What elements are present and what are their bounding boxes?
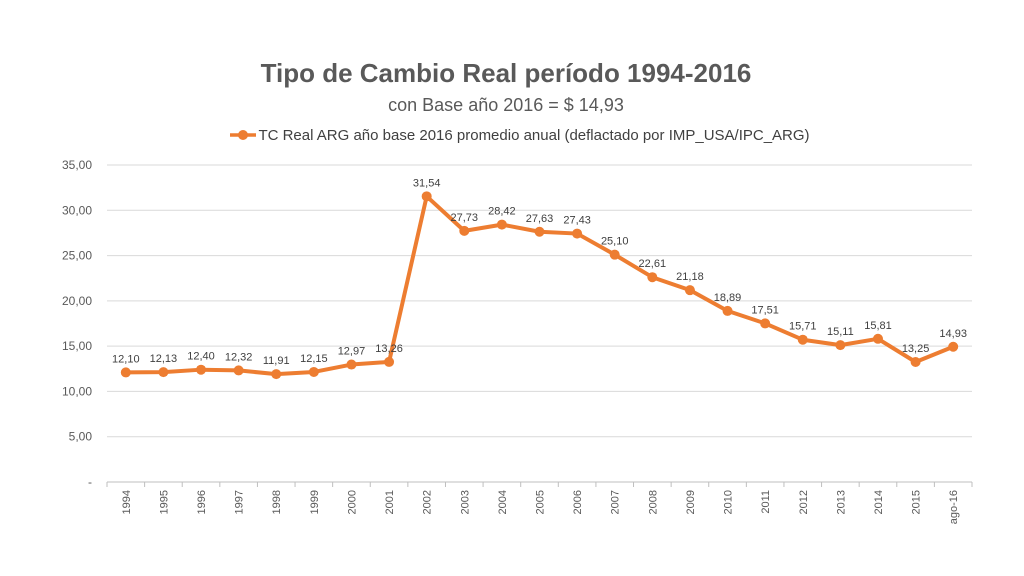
data-label: 27,63: [526, 213, 554, 225]
legend-label: TC Real ARG año base 2016 promedio anual…: [258, 127, 810, 144]
x-tick-label: ago-16: [948, 490, 960, 524]
data-point: [684, 285, 695, 296]
data-point: [722, 305, 733, 316]
x-tick-label: 2012: [798, 490, 810, 514]
x-tick-label: 2014: [873, 490, 885, 514]
x-tick-label: 2011: [760, 490, 772, 514]
data-label: 11,91: [263, 355, 290, 367]
x-tick-label: 1996: [196, 490, 208, 514]
x-tick-label: 1997: [234, 490, 246, 514]
y-tick-label: 5,00: [69, 430, 93, 444]
data-label: 12,97: [338, 346, 366, 358]
y-tick-label: 15,00: [62, 339, 92, 353]
data-point: [346, 359, 357, 370]
data-point: [496, 219, 507, 230]
data-point: [421, 191, 432, 202]
x-tick-label: 2002: [422, 490, 434, 514]
data-label: 27,73: [451, 212, 479, 224]
data-point: [271, 369, 282, 380]
data-point: [196, 364, 207, 375]
y-tick-label: 20,00: [62, 294, 92, 308]
data-label: 12,32: [225, 351, 253, 363]
y-tick-label: 30,00: [62, 203, 92, 217]
data-label: 27,43: [563, 215, 591, 227]
data-label: 18,89: [714, 292, 742, 304]
data-label: 21,18: [676, 271, 704, 283]
data-point: [308, 366, 319, 377]
data-label: 12,40: [187, 351, 215, 363]
data-label: 13,25: [902, 343, 930, 355]
data-label: 12,15: [300, 353, 328, 365]
x-tick-label: 2007: [610, 490, 622, 514]
chart-title: Tipo de Cambio Real período 1994-2016: [260, 58, 752, 88]
x-tick-label: 2010: [723, 490, 735, 514]
x-tick-label: 2006: [572, 490, 584, 514]
y-tick-label: -: [88, 475, 92, 489]
chart-subtitle: con Base año 2016 = $ 14,93: [388, 95, 624, 115]
data-point: [158, 367, 169, 378]
data-point: [459, 225, 470, 236]
x-tick-label: 1994: [121, 490, 133, 514]
data-point: [609, 249, 620, 260]
legend: TC Real ARG año base 2016 promedio anual…: [0, 127, 1024, 144]
data-label: 15,11: [827, 326, 854, 338]
x-tick-label: 2008: [647, 490, 659, 514]
data-label: 22,61: [639, 258, 667, 270]
y-tick-label: 25,00: [62, 249, 92, 263]
data-point: [647, 272, 658, 283]
x-tick-label: 2013: [835, 490, 847, 514]
data-point: [120, 367, 131, 378]
data-label: 15,71: [789, 321, 817, 333]
data-point: [835, 340, 846, 351]
y-tick-label: 10,00: [62, 384, 92, 398]
data-point: [572, 228, 583, 239]
x-tick-label: 1998: [271, 490, 283, 514]
x-tick-label: 1999: [309, 490, 321, 514]
data-point: [872, 333, 883, 344]
data-point: [384, 356, 395, 367]
data-label: 17,51: [751, 304, 779, 316]
data-point: [760, 318, 771, 329]
x-tick-label: 2015: [911, 490, 923, 514]
data-point: [910, 356, 921, 367]
x-tick-label: 2003: [459, 490, 471, 514]
data-label: 12,10: [112, 353, 140, 365]
x-tick-label: 2004: [497, 490, 509, 514]
data-point: [948, 341, 959, 352]
data-point: [797, 334, 808, 345]
x-tick-label: 1995: [158, 490, 170, 514]
data-label: 31,54: [413, 177, 441, 189]
data-label: 25,10: [601, 236, 629, 248]
x-tick-label: 2001: [384, 490, 396, 514]
legend-swatch: [230, 130, 257, 140]
data-label: 13,26: [375, 343, 403, 355]
data-point: [534, 226, 545, 237]
data-label: 12,13: [150, 353, 178, 365]
x-tick-label: 2005: [535, 490, 547, 514]
data-label: 28,42: [488, 206, 516, 218]
x-tick-label: 2000: [346, 490, 358, 514]
x-tick-label: 2009: [685, 490, 697, 514]
data-label: 15,81: [864, 320, 892, 332]
data-label: 14,93: [939, 328, 967, 340]
data-point: [233, 365, 244, 376]
y-tick-label: 35,00: [62, 158, 92, 172]
